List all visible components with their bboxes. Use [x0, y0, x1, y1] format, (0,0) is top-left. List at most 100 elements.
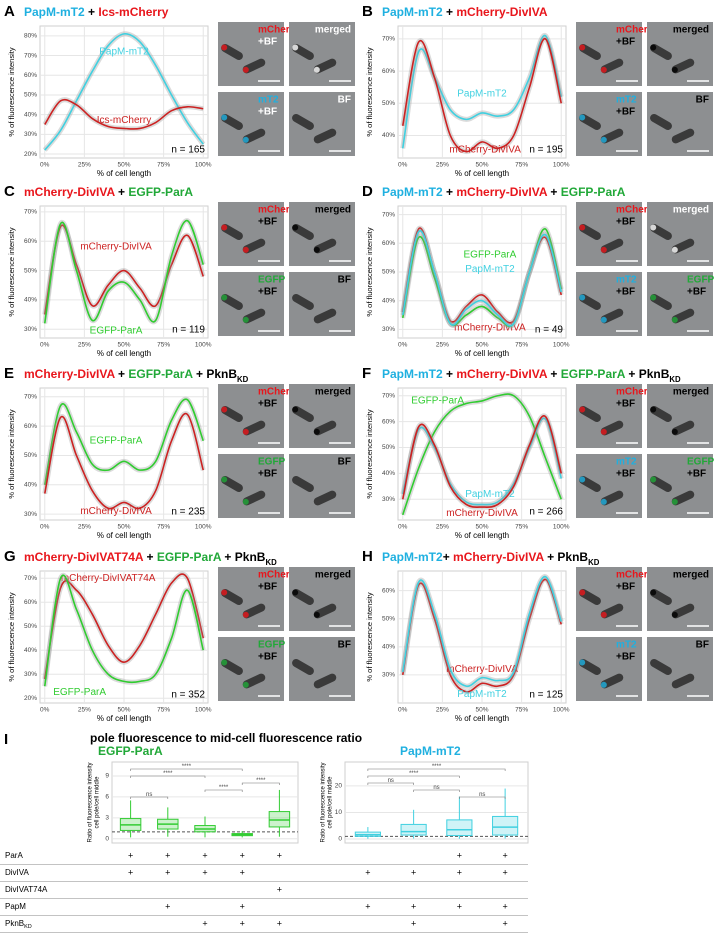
x-tick-label: 50% — [117, 707, 130, 714]
table-cell: + — [502, 901, 507, 911]
title-part: + — [443, 367, 457, 381]
x-tick-label: 0% — [40, 524, 50, 531]
table-cell: + — [277, 884, 282, 894]
series-line — [401, 230, 563, 327]
y-axis-label: Ratio of fluorescence intensity — [88, 762, 94, 842]
x-tick-label: 25% — [78, 524, 91, 531]
cell-pole — [600, 136, 607, 143]
x-tick-label: 100% — [553, 342, 570, 349]
x-tick-label: 0% — [398, 707, 408, 714]
y-tick-label: 40% — [382, 470, 395, 477]
x-tick-label: 75% — [515, 162, 528, 169]
x-tick-label: 50% — [475, 524, 488, 531]
panel-letter: C — [4, 183, 15, 200]
x-tick-label: 100% — [195, 524, 212, 531]
x-axis-label: % of cell length — [455, 714, 509, 723]
title-part: + — [143, 550, 157, 564]
cell-pole — [242, 428, 249, 435]
cell-pole — [579, 294, 586, 301]
x-tick-label: 100% — [553, 707, 570, 714]
panel-title: PapM-mT2 + mCherry-DivIVA + EGFP-ParA + … — [382, 367, 681, 383]
cell-pole — [242, 66, 249, 73]
title-part: + — [85, 5, 99, 19]
panel-title: PapM-mT2 + Ics-mCherry — [24, 5, 169, 19]
cell-pole — [221, 589, 228, 596]
micrograph-label: mT2 — [616, 95, 637, 106]
title-part: EGFP-ParA — [128, 185, 193, 199]
cell-pole — [221, 294, 228, 301]
table-cell: + — [457, 867, 462, 877]
y-axis-label: Ratio of fluorescence intensity — [321, 762, 327, 842]
y-tick-label: 70% — [24, 394, 37, 401]
table-cell: + — [502, 850, 507, 860]
cell — [671, 128, 695, 144]
micrograph-label: BF — [696, 95, 709, 106]
y-tick-label: 10 — [335, 809, 343, 816]
y-tick-label: 0 — [338, 836, 342, 843]
title-part: KD — [237, 375, 249, 384]
title-part: Ics-mCherry — [98, 5, 168, 19]
cell-pole — [671, 316, 678, 323]
panel-letter: A — [4, 3, 15, 20]
row-label: DivIVA — [5, 868, 30, 877]
title-part: PapM-mT2 — [382, 550, 443, 564]
cell-pole — [242, 681, 249, 688]
x-tick-label: 25% — [436, 342, 449, 349]
y-tick-label: 70% — [382, 392, 395, 399]
y-tick-label: 40% — [382, 644, 395, 651]
title-part: PapM-mT2 — [382, 185, 443, 199]
cell-pole — [650, 476, 657, 483]
box — [492, 815, 519, 836]
y-tick-label: 40% — [24, 111, 37, 118]
title-part: + — [547, 185, 561, 199]
title-part: + — [443, 185, 457, 199]
cell-pole — [650, 44, 657, 51]
y-tick-label: 30% — [382, 496, 395, 503]
title-part: EGFP-ParA — [157, 550, 222, 564]
table-cell: + — [457, 901, 462, 911]
title-part: mCherry-DivIVA — [453, 550, 544, 564]
cell-pole — [650, 294, 657, 301]
y-axis-label: % of fluorescence intensity — [365, 47, 374, 136]
micrograph-label: merged — [673, 570, 709, 581]
table-cell: + — [411, 867, 416, 877]
y-tick-label: 3 — [105, 815, 109, 822]
y-tick-label: 50% — [382, 269, 395, 276]
title-part: + PknB — [193, 367, 238, 381]
micrograph-label: +BF — [616, 217, 635, 228]
y-tick-label: 40% — [382, 297, 395, 304]
panel-title: PapM-mT2 + mCherry-DivIVA + EGFP-ParA — [382, 185, 626, 199]
cell — [313, 308, 337, 324]
cell-pole — [313, 246, 320, 253]
x-tick-label: 25% — [78, 162, 91, 169]
micrograph-label: mCherry — [258, 205, 300, 216]
cell-pole — [221, 44, 228, 51]
x-tick-label: 25% — [78, 707, 91, 714]
y-tick-label: 40% — [382, 132, 395, 139]
cell-pole — [600, 498, 607, 505]
x-axis-label: % of cell length — [455, 169, 509, 178]
table-cell: + — [202, 850, 207, 860]
panel-letter: H — [362, 548, 373, 565]
y-tick-label: 30% — [24, 131, 37, 138]
x-tick-label: 100% — [553, 524, 570, 531]
title-part: + — [115, 185, 129, 199]
n-label: n = 266 — [529, 507, 563, 518]
y-tick-label: 80% — [24, 33, 37, 40]
micrograph-label: BF — [338, 640, 351, 651]
series-label: Ics-mCherry — [97, 115, 151, 126]
cell-pole — [579, 44, 586, 51]
x-tick-label: 100% — [553, 162, 570, 169]
micrograph-label: +BF — [258, 37, 277, 48]
x-tick-label: 25% — [436, 707, 449, 714]
x-tick-label: 75% — [515, 707, 528, 714]
y-tick-label: 30% — [382, 326, 395, 333]
x-tick-label: 0% — [398, 524, 408, 531]
y-tick-label: 30% — [24, 671, 37, 678]
series-line — [401, 417, 563, 506]
y-axis-label: % of fluorescence intensity — [365, 227, 374, 316]
y-tick-label: 40% — [24, 482, 37, 489]
significance-label: ns — [388, 778, 394, 784]
y-tick-label: 60% — [382, 68, 395, 75]
